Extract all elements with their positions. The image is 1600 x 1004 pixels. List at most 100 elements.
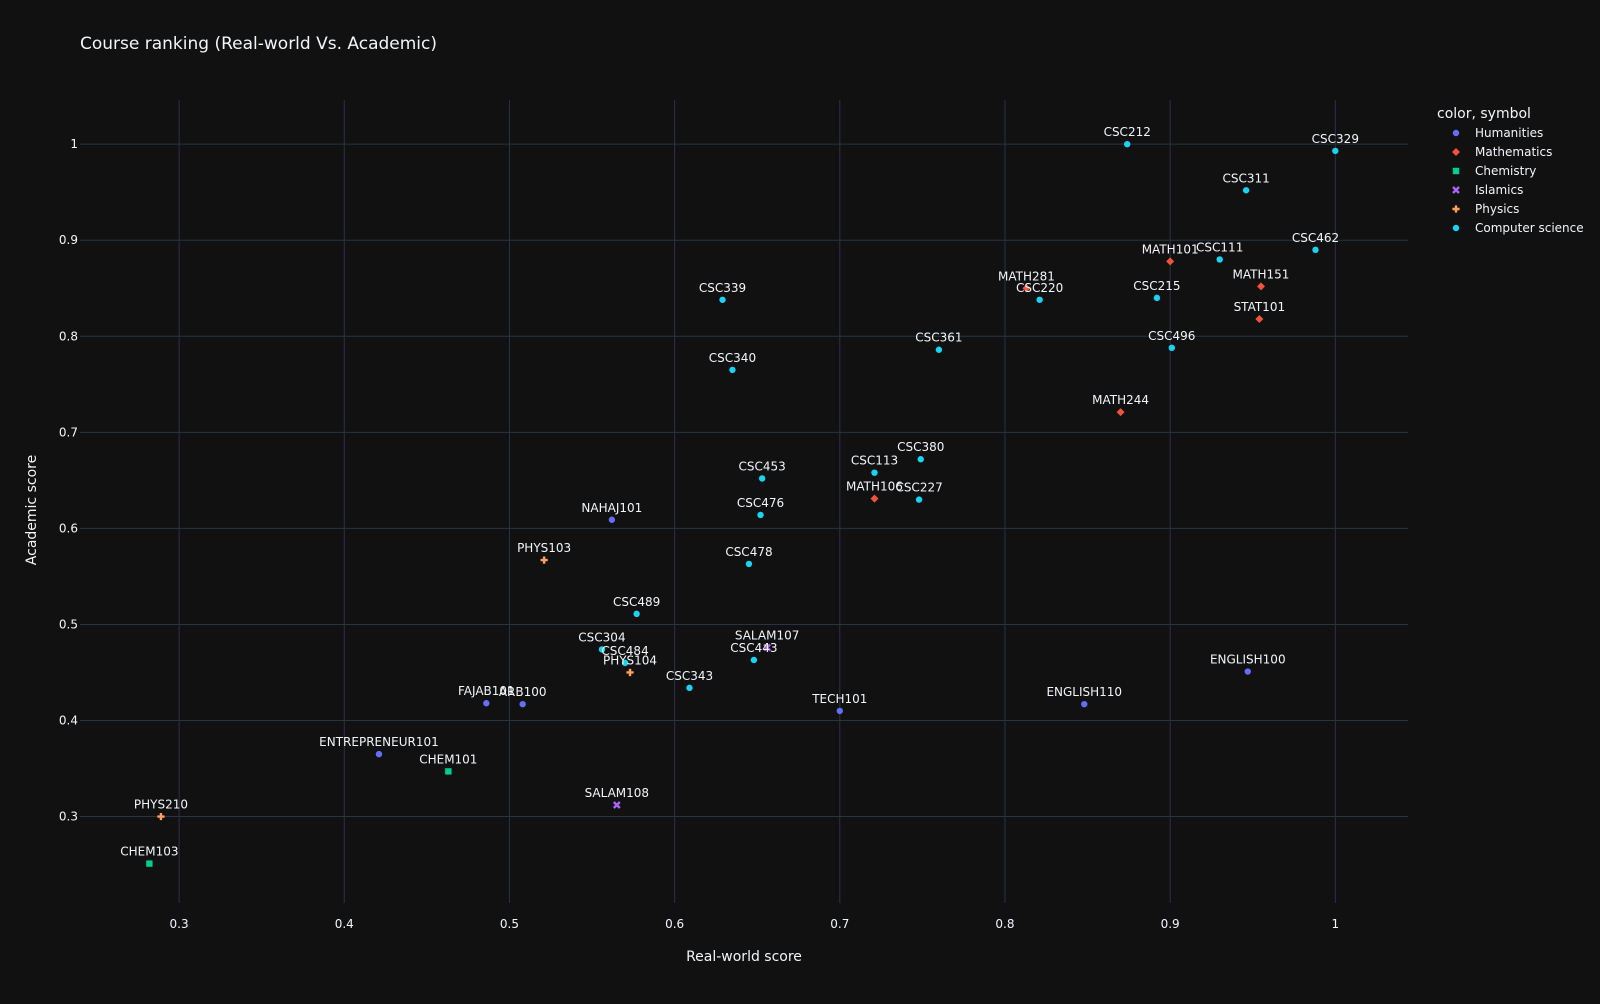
data-point-csc484 (621, 659, 629, 667)
data-label-csc476: CSC476 (737, 496, 784, 510)
y-tick-label: 0.9 (59, 233, 78, 247)
data-point-csc361 (935, 346, 943, 353)
legend-item-islamics[interactable]: Islamics (1452, 183, 1523, 197)
data-label-csc489: CSC489 (613, 595, 660, 609)
y-tick-label: 0.6 (59, 521, 78, 535)
data-point-chem103 (146, 860, 153, 867)
data-label-csc113: CSC113 (851, 454, 898, 468)
data-label-csc453: CSC453 (739, 459, 786, 473)
data-point-stat101 (1255, 315, 1264, 323)
x-tick-label: 0.4 (335, 917, 354, 931)
legend-item-chemistry[interactable]: Chemistry (1452, 164, 1537, 178)
data-label-math244: MATH244 (1092, 393, 1149, 407)
legend-item-humanities[interactable]: Humanities (1452, 126, 1543, 140)
legend-label-chemistry: Chemistry (1475, 164, 1536, 178)
legend-items: Humanities Mathematics Chemistry Islamics Ph… (1452, 126, 1584, 235)
legend-label-computer-science: Computer science (1475, 221, 1584, 235)
data-point-math244 (1116, 408, 1125, 417)
legend-marker-chemistry (1452, 167, 1460, 175)
legend-label-mathematics: Mathematics (1475, 145, 1552, 159)
data-point-nahaj101 (608, 516, 616, 523)
data-point-tech101 (836, 707, 844, 715)
data-label-csc227: CSC227 (895, 481, 942, 495)
data-label-csc496: CSC496 (1148, 329, 1195, 343)
data-point-csc227 (915, 496, 923, 503)
data-point-phys210 (157, 812, 165, 821)
data-point-csc311 (1242, 187, 1250, 194)
data-label-csc304: CSC304 (578, 630, 625, 644)
data-point-phys103 (540, 556, 548, 564)
data-label-csc111: CSC111 (1196, 240, 1243, 254)
x-tick-label: 0.8 (995, 917, 1014, 931)
legend-label-islamics: Islamics (1475, 183, 1523, 197)
data-label-csc443: CSC443 (730, 641, 777, 655)
data-point-csc212 (1124, 140, 1131, 148)
data-label-math151: MATH151 (1233, 267, 1290, 281)
data-point-csc304 (598, 646, 606, 653)
data-point-english110 (1081, 700, 1088, 708)
data-point-salam107 (763, 643, 771, 652)
data-label-nahaj101: NAHAJ101 (581, 501, 642, 515)
data-point-csc340 (729, 366, 736, 374)
data-point-math101 (1166, 257, 1175, 266)
data-label-csc215: CSC215 (1133, 279, 1180, 293)
x-tick-label: 0.7 (830, 917, 849, 931)
y-tick-label: 0.8 (59, 329, 78, 343)
data-point-math281 (1022, 284, 1031, 293)
data-label-csc361: CSC361 (915, 331, 962, 345)
grid-lines (80, 100, 1408, 903)
data-label-csc484: CSC484 (601, 644, 648, 658)
x-tick-label: 0.6 (665, 917, 684, 931)
data-point-csc380 (917, 456, 924, 463)
data-point-chem101 (445, 768, 452, 775)
data-label-math101: MATH101 (1142, 242, 1199, 256)
data-point-csc478 (745, 560, 753, 568)
data-label-salam107: SALAM107 (735, 629, 799, 643)
data-label-entrepreneur101: ENTREPRENEUR101 (319, 735, 439, 749)
data-label-english110: ENGLISH110 (1046, 685, 1122, 699)
data-point-csc489 (633, 610, 640, 618)
data-label-chem101: CHEM101 (419, 752, 477, 766)
y-tick-label: 0.7 (59, 425, 78, 439)
data-label-english100: ENGLISH100 (1210, 653, 1286, 667)
data-label-csc212: CSC212 (1104, 125, 1151, 139)
legend-marker-humanities (1452, 129, 1460, 137)
data-point-csc453 (758, 475, 766, 482)
legend-marker-computer-science (1452, 224, 1460, 232)
data-label-csc380: CSC380 (897, 440, 944, 454)
y-tick-label: 0.4 (59, 714, 78, 728)
data-label-csc340: CSC340 (709, 351, 756, 365)
legend-label-humanities: Humanities (1475, 126, 1543, 140)
axis-ticks: 0.3 0.4 0.5 0.6 0.7 0.8 0.9 1 0.3 0.4 0.5 0.6 0.7 0.8… (59, 137, 1339, 931)
data-point-arb100 (519, 700, 526, 708)
legend-item-physics[interactable]: Physics (1452, 202, 1519, 216)
data-label-phys104: PHYS104 (603, 653, 657, 667)
data-point-csc339 (719, 296, 726, 303)
x-tick-label: 0.9 (1161, 917, 1180, 931)
data-label-stat101: STAT101 (1234, 300, 1286, 314)
data-point-csc343 (686, 684, 693, 692)
data-label-csc339: CSC339 (699, 281, 746, 295)
data-point-csc496 (1168, 344, 1176, 352)
chart-title: Course ranking (Real-world Vs. Academic) (80, 34, 437, 54)
y-tick-label: 0.3 (59, 810, 78, 824)
legend-item-computer-science[interactable]: Computer science (1452, 221, 1584, 235)
legend-marker-mathematics (1452, 148, 1460, 156)
data-label-phys103: PHYS103 (517, 541, 571, 555)
data-point-phys104 (626, 668, 634, 677)
data-point-english100 (1244, 668, 1251, 675)
data-label-csc462: CSC462 (1292, 231, 1339, 245)
data-point-csc215 (1153, 294, 1161, 302)
data-label-phys210: PHYS210 (134, 798, 188, 812)
x-tick-label: 1 (1332, 917, 1340, 931)
data-label-csc311: CSC311 (1222, 171, 1269, 185)
legend-item-mathematics[interactable]: Mathematics (1452, 145, 1552, 159)
data-points (146, 140, 1339, 867)
x-tick-label: 0.3 (170, 917, 189, 931)
data-label-math106: MATH106 (846, 480, 903, 494)
data-label-csc343: CSC343 (666, 669, 713, 683)
